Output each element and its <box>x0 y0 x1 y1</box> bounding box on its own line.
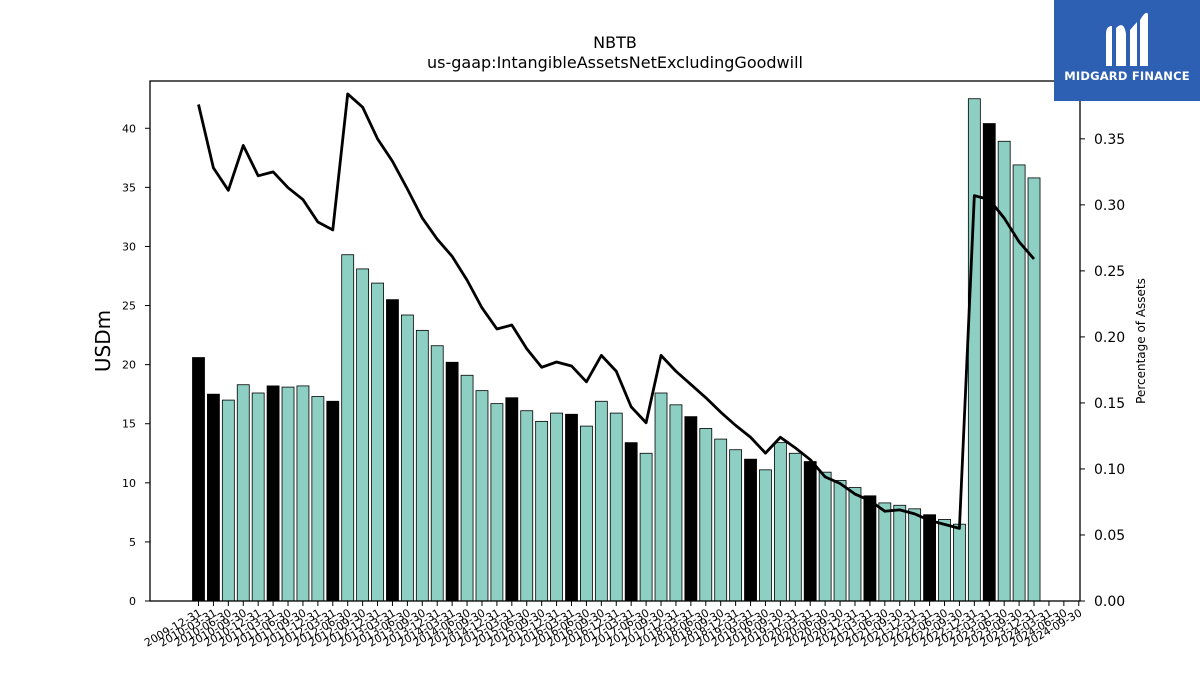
y2-ticks: 0.00 0.05 0.10 0.15 0.20 0.25 0.30 0.35 <box>1080 132 1125 610</box>
bar-25 <box>565 413 578 602</box>
bars-group <box>192 98 1041 602</box>
bar-32 <box>669 404 683 602</box>
bar-23 <box>535 420 549 602</box>
y2-tick-label-3: 0.15 <box>1094 396 1125 412</box>
bar-7 <box>296 385 310 602</box>
bar-19 <box>475 390 489 602</box>
bar-15 <box>415 329 429 602</box>
bar-45 <box>863 495 877 602</box>
y2-tick-label-7: 0.35 <box>1094 132 1125 148</box>
bar-13 <box>386 299 399 602</box>
y-tick-label-0: 0 <box>129 595 136 608</box>
bar-30 <box>639 452 653 602</box>
bar-34 <box>699 428 713 602</box>
bar-14 <box>400 314 414 602</box>
bar-36 <box>729 449 743 602</box>
bar-6 <box>281 386 295 602</box>
bar-46 <box>878 502 892 602</box>
x-ticks: 2009-12-312010-03-312010-06-302010-09-30… <box>142 601 1084 650</box>
bar-28 <box>609 412 623 602</box>
bar-33 <box>684 416 698 602</box>
y-tick-label-1: 5 <box>129 536 136 549</box>
bar-47 <box>893 504 907 602</box>
bar-8 <box>311 396 325 602</box>
bar-3 <box>236 384 250 602</box>
bar-18 <box>460 374 474 602</box>
bar-38 <box>759 469 772 602</box>
bar-55 <box>1012 164 1026 602</box>
axes-group <box>149 80 1081 602</box>
bar-39 <box>773 442 787 602</box>
bar-10 <box>341 254 355 602</box>
bar-52 <box>967 98 981 602</box>
y2-tick-label-1: 0.05 <box>1094 528 1125 544</box>
bar-24 <box>550 412 563 602</box>
y-tick-label-5: 25 <box>122 300 136 313</box>
y-tick-label-3: 15 <box>122 418 136 431</box>
bar-44 <box>848 487 862 602</box>
y-tick-label-2: 10 <box>122 477 136 490</box>
y2-axis-label: Percentage of Assets <box>1134 278 1148 404</box>
bar-42 <box>818 471 832 602</box>
bar-40 <box>788 452 802 602</box>
bar-17 <box>445 361 459 602</box>
y-tick-label-8: 40 <box>122 122 136 135</box>
logo-text: MIDGARD FINANCE <box>1064 69 1190 83</box>
y-ticks: 0 5 10 15 20 25 30 35 40 <box>122 122 150 608</box>
bar-35 <box>714 438 728 602</box>
bar-0 <box>192 357 205 602</box>
bar-27 <box>594 400 608 602</box>
bar-20 <box>490 403 504 602</box>
bar-37 <box>744 458 757 602</box>
bar-22 <box>520 410 534 602</box>
bar-21 <box>505 397 519 602</box>
y-tick-label-6: 30 <box>122 240 136 253</box>
bar-12 <box>371 282 384 602</box>
bar-9 <box>326 400 340 602</box>
bar-56 <box>1027 177 1041 602</box>
chart-title: NBTB <box>593 33 637 52</box>
bar-11 <box>356 268 370 602</box>
bar-26 <box>580 425 593 602</box>
bar-41 <box>803 461 817 602</box>
series-line-percentage <box>197 92 1036 530</box>
y2-tick-label-2: 0.10 <box>1094 462 1125 478</box>
bar-16 <box>430 345 444 602</box>
logo-badge: MIDGARD FINANCE <box>1054 0 1200 101</box>
bar-4 <box>251 392 265 602</box>
y-axis-label: USDm <box>91 310 115 372</box>
bar-54 <box>997 140 1011 602</box>
bar-51 <box>953 523 966 602</box>
bar-2 <box>221 399 235 602</box>
bar-31 <box>654 392 668 602</box>
line-group <box>197 92 1036 530</box>
y2-tick-label-0: 0.00 <box>1094 594 1125 610</box>
plot-frame <box>149 80 1081 602</box>
y2-tick-label-6: 0.30 <box>1094 198 1125 214</box>
logo-icon <box>1106 12 1148 66</box>
bar-48 <box>908 508 922 602</box>
bar-5 <box>266 385 280 602</box>
bar-49 <box>923 514 936 602</box>
y-tick-label-7: 35 <box>122 181 136 194</box>
chart-subtitle: us-gaap:IntangibleAssetsNetExcludingGood… <box>427 53 803 72</box>
y2-tick-label-5: 0.25 <box>1094 264 1125 280</box>
bar-50 <box>938 519 951 602</box>
bar-29 <box>624 442 638 602</box>
bar-43 <box>833 480 847 602</box>
bar-1 <box>207 393 220 602</box>
y-tick-label-4: 20 <box>122 359 136 372</box>
bar-53 <box>982 123 996 602</box>
y2-tick-label-4: 0.20 <box>1094 330 1125 346</box>
